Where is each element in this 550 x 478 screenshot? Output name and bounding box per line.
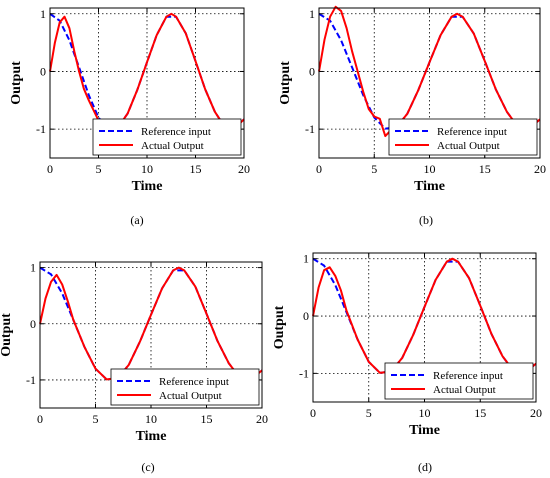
x-tick-label: 15 [479,162,491,176]
legend-box [384,362,534,400]
legend-label: Actual Output [433,384,496,396]
y-tick-label: -1 [36,122,46,136]
y-tick-label: -1 [299,366,309,380]
legend-label: Reference input [437,126,507,138]
panel-caption: (a) [130,213,143,227]
legend-box [92,118,242,156]
x-tick-label: 20 [534,162,546,176]
y-tick-label: 0 [309,64,315,78]
chart-panel-4: 0 5 10 15 20 -1 0 1 Time Output Reference input Act… [272,252,542,474]
x-tick-label: 10 [145,412,157,426]
x-tick-label: 15 [474,406,486,420]
x-tick-label: 15 [190,162,202,176]
legend: Reference input Actual Output [388,118,538,156]
x-tick-label: 10 [424,162,436,176]
y-tick-label: 1 [309,7,315,21]
y-tick-label: 1 [303,252,309,266]
y-tick-label: 1 [40,7,46,21]
x-tick-label: 0 [316,162,322,176]
x-tick-label: 10 [141,162,153,176]
panel-caption: (d) [418,460,432,474]
y-tick-label: 1 [30,261,36,275]
legend-label: Actual Output [437,140,500,152]
y-tick-label: -1 [305,122,315,136]
x-tick-label: 0 [47,162,53,176]
chart-panel-3: 0 5 10 15 20 -1 0 1 Time Output Reference input Act… [0,261,268,474]
x-tick-label: 0 [310,406,316,420]
y-tick-label: -1 [26,373,36,387]
chart-panel-2: 0 5 10 15 20 -1 0 1 Time Output Reference input Act… [278,5,546,227]
y-axis-label: Output [0,313,14,357]
legend-label: Reference input [433,370,503,382]
x-tick-label: 15 [201,412,213,426]
x-tick-label: 20 [530,406,542,420]
legend-box [388,118,538,156]
x-tick-label: 0 [37,412,43,426]
panel-caption: (b) [419,213,433,227]
legend: Reference input Actual Output [92,118,242,156]
x-tick-label: 20 [238,162,250,176]
legend-label: Reference input [141,126,211,138]
y-axis-label: Output [9,61,24,105]
actual-output-line [39,266,263,381]
y-axis-label: Output [278,61,293,105]
x-axis-label: Time [136,429,167,444]
panel-caption: (c) [141,460,154,474]
actual-output-line [312,257,537,374]
x-tick-label: 5 [96,162,102,176]
x-tick-label: 5 [371,162,377,176]
legend: Reference input Actual Output [384,362,534,400]
y-axis-label: Output [272,305,287,349]
x-axis-label: Time [409,423,440,438]
y-tick-label: 0 [30,317,36,331]
y-tick-label: 0 [303,309,309,323]
actual-output-line [49,12,245,131]
x-tick-label: 5 [93,412,99,426]
legend: Reference input Actual Output [110,368,260,406]
y-tick-label: 0 [40,64,46,78]
x-tick-label: 20 [256,412,268,426]
legend-label: Actual Output [159,390,222,402]
x-axis-label: Time [414,179,445,194]
chart-panel-1: 0 5 10 15 20 -1 0 1 Time Output Reference input Act… [9,7,250,227]
legend-box [110,368,260,406]
x-tick-label: 10 [419,406,431,420]
x-axis-label: Time [132,179,163,194]
legend-label: Reference input [159,376,229,388]
x-tick-label: 5 [366,406,372,420]
legend-label: Actual Output [141,140,204,152]
